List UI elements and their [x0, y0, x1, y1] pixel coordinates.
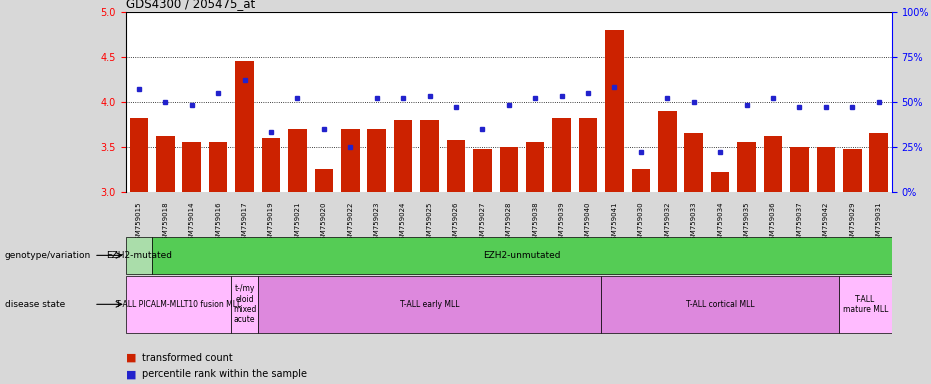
Bar [129, 118, 148, 192]
Text: GSM759034: GSM759034 [717, 202, 723, 244]
Text: GSM759030: GSM759030 [638, 202, 644, 245]
Text: GSM759024: GSM759024 [400, 202, 406, 244]
Bar [552, 118, 571, 192]
Bar [289, 129, 306, 192]
Text: GSM759025: GSM759025 [426, 202, 433, 244]
Bar [368, 129, 386, 192]
Text: GSM759029: GSM759029 [849, 202, 856, 244]
Bar [763, 136, 782, 192]
Bar [737, 142, 756, 192]
Bar [126, 237, 152, 274]
Text: GSM759031: GSM759031 [876, 202, 882, 245]
Text: GSM759036: GSM759036 [770, 202, 776, 245]
Text: EZH2-mutated: EZH2-mutated [106, 251, 172, 260]
Bar [232, 276, 258, 333]
Text: ■: ■ [126, 369, 136, 379]
Bar [601, 276, 839, 333]
Bar [684, 133, 703, 192]
Bar [473, 149, 492, 192]
Text: GSM759041: GSM759041 [612, 202, 617, 244]
Text: T-ALL PICALM-MLLT10 fusion MLL: T-ALL PICALM-MLLT10 fusion MLL [115, 300, 241, 309]
Text: T-ALL early MLL: T-ALL early MLL [399, 300, 459, 309]
Bar [447, 140, 466, 192]
Text: GSM759016: GSM759016 [215, 202, 222, 245]
Text: genotype/variation: genotype/variation [5, 251, 91, 260]
Text: T-ALL cortical MLL: T-ALL cortical MLL [686, 300, 754, 309]
Text: transformed count: transformed count [142, 353, 232, 363]
Text: GSM759020: GSM759020 [321, 202, 327, 244]
Text: GSM759038: GSM759038 [533, 202, 538, 245]
Bar [156, 136, 175, 192]
Text: GSM759037: GSM759037 [796, 202, 803, 245]
Bar [420, 120, 439, 192]
Bar [658, 111, 677, 192]
Text: GSM759017: GSM759017 [241, 202, 248, 245]
Bar [500, 147, 518, 192]
Text: EZH2-unmutated: EZH2-unmutated [483, 251, 560, 260]
Text: percentile rank within the sample: percentile rank within the sample [142, 369, 306, 379]
Bar [605, 30, 624, 192]
Text: GSM759018: GSM759018 [162, 202, 169, 245]
Text: GSM759028: GSM759028 [506, 202, 512, 244]
Text: GSM759027: GSM759027 [479, 202, 485, 244]
Bar [711, 172, 729, 192]
Bar [126, 276, 232, 333]
Text: GSM759015: GSM759015 [136, 202, 142, 244]
Text: GSM759022: GSM759022 [347, 202, 353, 244]
Bar [262, 138, 280, 192]
Bar [315, 169, 333, 192]
Text: GSM759039: GSM759039 [559, 202, 564, 245]
Text: GSM759026: GSM759026 [453, 202, 459, 244]
Bar [790, 147, 809, 192]
Text: GSM759021: GSM759021 [294, 202, 301, 244]
Bar [394, 120, 412, 192]
Bar [579, 118, 598, 192]
Bar [870, 133, 888, 192]
Text: t-/my
eloid
mixed
acute: t-/my eloid mixed acute [233, 284, 256, 324]
Bar [341, 129, 359, 192]
Text: ■: ■ [126, 353, 136, 363]
Bar [843, 149, 861, 192]
Text: disease state: disease state [5, 300, 65, 309]
Text: T-ALL
mature MLL: T-ALL mature MLL [843, 295, 888, 314]
Bar [816, 147, 835, 192]
Text: GSM759033: GSM759033 [691, 202, 696, 245]
Text: GSM759023: GSM759023 [373, 202, 380, 244]
Text: GSM759014: GSM759014 [189, 202, 195, 244]
Bar [182, 142, 201, 192]
Text: GSM759040: GSM759040 [585, 202, 591, 244]
Bar [839, 276, 892, 333]
Bar [209, 142, 227, 192]
Text: GSM759032: GSM759032 [665, 202, 670, 244]
Text: GSM759035: GSM759035 [744, 202, 749, 244]
Bar [258, 276, 601, 333]
Bar [236, 61, 254, 192]
Text: GSM759042: GSM759042 [823, 202, 829, 244]
Text: GDS4300 / 205475_at: GDS4300 / 205475_at [126, 0, 255, 10]
Bar [631, 169, 650, 192]
Bar [526, 142, 545, 192]
Text: GSM759019: GSM759019 [268, 202, 274, 245]
